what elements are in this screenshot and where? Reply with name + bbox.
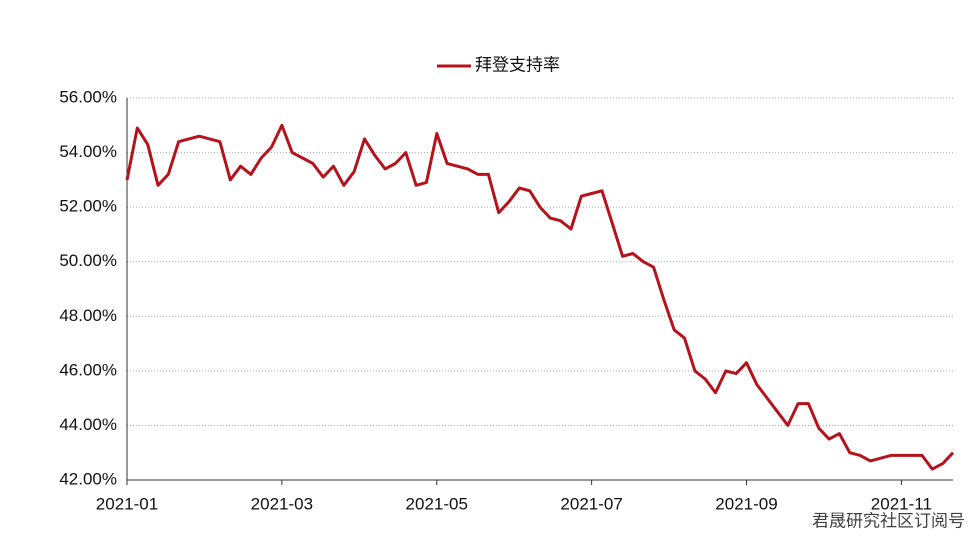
y-tick-label: 50.00% bbox=[59, 251, 117, 270]
x-tick-label: 2021-09 bbox=[715, 494, 777, 513]
y-tick-label: 56.00% bbox=[59, 87, 117, 106]
x-tick-label: 2021-07 bbox=[560, 494, 622, 513]
y-tick-label: 48.00% bbox=[59, 306, 117, 325]
x-tick-label: 2021-11 bbox=[871, 494, 932, 513]
y-tick-label: 42.00% bbox=[59, 469, 117, 488]
x-tick-label: 2021-01 bbox=[96, 494, 158, 513]
y-tick-label: 44.00% bbox=[59, 415, 117, 434]
line-series bbox=[125, 123, 955, 471]
watermark: 君晟研究社区订阅号 bbox=[812, 511, 965, 530]
y-tick-label: 52.00% bbox=[59, 197, 117, 216]
x-tick-label: 2021-05 bbox=[406, 494, 468, 513]
legend-label: 拜登支持率 bbox=[475, 55, 560, 74]
x-tick-label: 2021-03 bbox=[251, 494, 313, 513]
y-tick-label: 46.00% bbox=[59, 360, 117, 379]
y-tick-label: 54.00% bbox=[59, 142, 117, 161]
